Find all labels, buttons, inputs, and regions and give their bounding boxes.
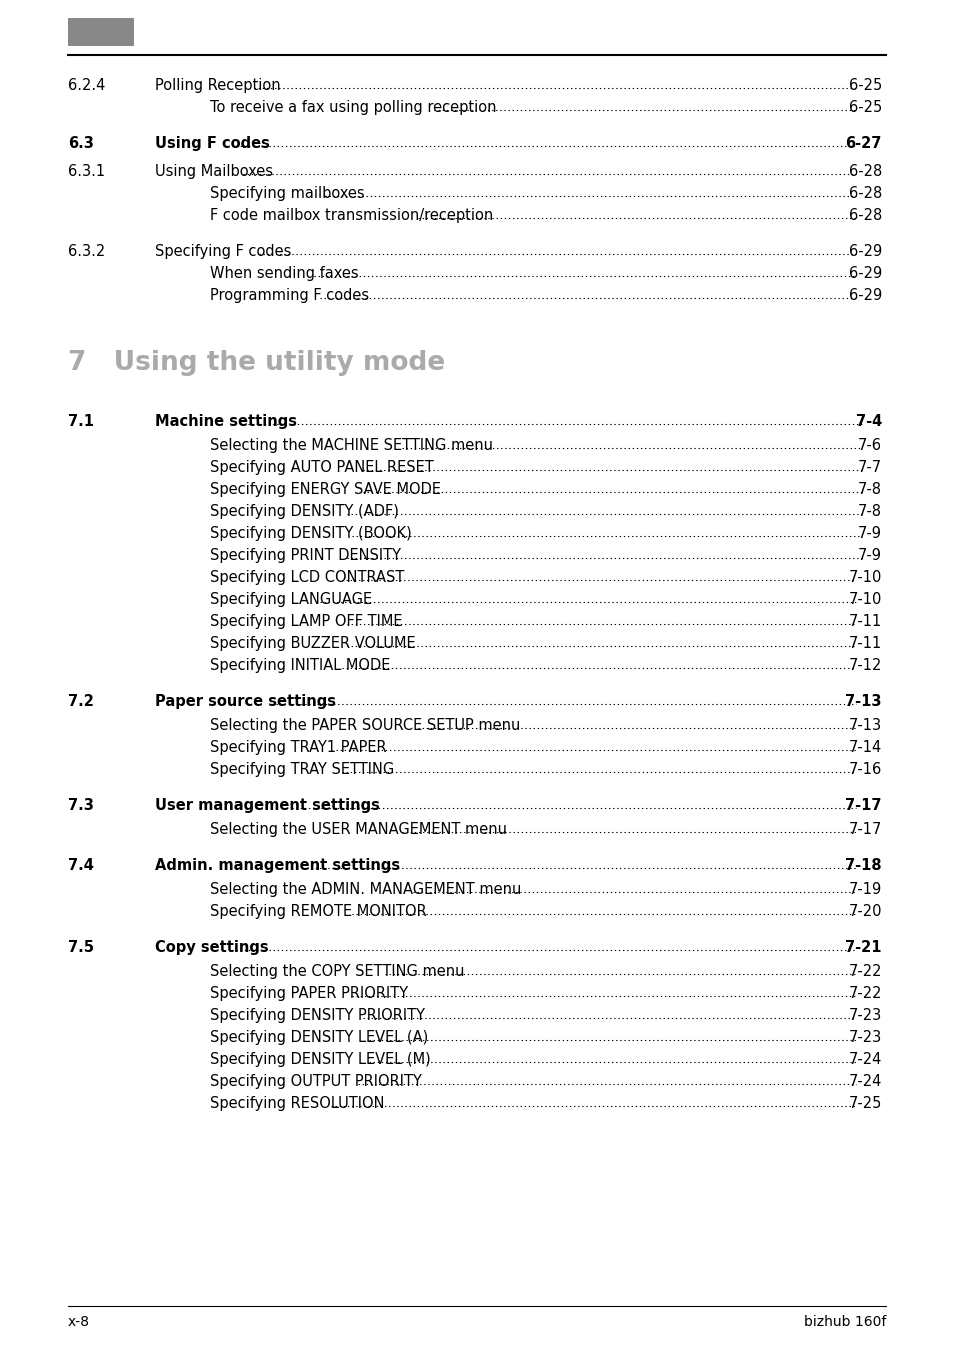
Text: Specifying DENSITY LEVEL (M): Specifying DENSITY LEVEL (M) — [210, 1052, 431, 1067]
Text: 6-28: 6-28 — [848, 164, 882, 178]
Text: Specifying LANGUAGE: Specifying LANGUAGE — [210, 592, 372, 607]
Text: 7-6: 7-6 — [857, 438, 882, 453]
Text: 7-21: 7-21 — [844, 940, 882, 955]
Text: x-8: x-8 — [68, 1315, 90, 1329]
Text: Specifying PAPER PRIORITY: Specifying PAPER PRIORITY — [210, 986, 408, 1000]
Text: Selecting the ADMIN. MANAGEMENT menu: Selecting the ADMIN. MANAGEMENT menu — [210, 882, 521, 896]
Text: 7.4: 7.4 — [68, 859, 93, 873]
Text: Specifying PRINT DENSITY: Specifying PRINT DENSITY — [210, 548, 400, 562]
Text: Selecting the COPY SETTING menu: Selecting the COPY SETTING menu — [210, 964, 464, 979]
Text: 7-20: 7-20 — [847, 904, 882, 919]
Text: 7-8: 7-8 — [857, 504, 882, 519]
Text: Selecting the MACHINE SETTING menu: Selecting the MACHINE SETTING menu — [210, 438, 493, 453]
Text: Specifying TRAY1 PAPER: Specifying TRAY1 PAPER — [210, 740, 386, 754]
Text: 7-16: 7-16 — [848, 763, 882, 777]
Text: 6-29: 6-29 — [848, 288, 882, 303]
Text: 7-8: 7-8 — [857, 483, 882, 498]
Text: Selecting the USER MANAGEMENT menu: Selecting the USER MANAGEMENT menu — [210, 822, 506, 837]
Text: Specifying TRAY SETTING: Specifying TRAY SETTING — [210, 763, 394, 777]
Text: 7-11: 7-11 — [848, 635, 882, 652]
Text: 7.5: 7.5 — [68, 940, 94, 955]
Text: 6-27: 6-27 — [844, 137, 882, 151]
Text: 7-9: 7-9 — [857, 526, 882, 541]
Text: Paper source settings: Paper source settings — [154, 694, 335, 708]
Text: 7-17: 7-17 — [848, 822, 882, 837]
Text: User management settings: User management settings — [154, 798, 379, 813]
Text: Specifying mailboxes: Specifying mailboxes — [210, 187, 364, 201]
Text: 7-19: 7-19 — [848, 882, 882, 896]
Text: 7-9: 7-9 — [857, 548, 882, 562]
Text: 7-18: 7-18 — [844, 859, 882, 873]
Text: 7-17: 7-17 — [844, 798, 882, 813]
Bar — [68, 18, 133, 46]
Text: Specifying DENSITY (ADF): Specifying DENSITY (ADF) — [210, 504, 398, 519]
Text: 7-7: 7-7 — [857, 460, 882, 475]
Text: Specifying REMOTE MONITOR: Specifying REMOTE MONITOR — [210, 904, 426, 919]
Text: 7-12: 7-12 — [848, 658, 882, 673]
Text: 7.2: 7.2 — [68, 694, 93, 708]
Text: 7-13: 7-13 — [844, 694, 882, 708]
Text: Using Mailboxes: Using Mailboxes — [154, 164, 273, 178]
Text: 6-28: 6-28 — [848, 187, 882, 201]
Text: bizhub 160f: bizhub 160f — [802, 1315, 885, 1329]
Text: Specifying INITIAL MODE: Specifying INITIAL MODE — [210, 658, 390, 673]
Text: Specifying LAMP OFF TIME: Specifying LAMP OFF TIME — [210, 614, 402, 629]
Text: Specifying DENSITY LEVEL (A): Specifying DENSITY LEVEL (A) — [210, 1030, 428, 1045]
Text: 7-22: 7-22 — [847, 986, 882, 1000]
Text: When sending faxes: When sending faxes — [210, 266, 358, 281]
Text: 7-23: 7-23 — [848, 1009, 882, 1023]
Text: 7-10: 7-10 — [848, 592, 882, 607]
Text: 7-13: 7-13 — [848, 718, 882, 733]
Text: 6-25: 6-25 — [848, 78, 882, 93]
Text: To receive a fax using polling reception: To receive a fax using polling reception — [210, 100, 496, 115]
Text: 6.3.1: 6.3.1 — [68, 164, 105, 178]
Text: 6.2.4: 6.2.4 — [68, 78, 105, 93]
Text: Specifying AUTO PANEL RESET: Specifying AUTO PANEL RESET — [210, 460, 434, 475]
Text: 7-10: 7-10 — [848, 571, 882, 585]
Text: Specifying DENSITY PRIORITY: Specifying DENSITY PRIORITY — [210, 1009, 424, 1023]
Text: Specifying RESOLUTION: Specifying RESOLUTION — [210, 1096, 384, 1111]
Text: F code mailbox transmission/reception: F code mailbox transmission/reception — [210, 208, 493, 223]
Text: Specifying DENSITY (BOOK): Specifying DENSITY (BOOK) — [210, 526, 412, 541]
Text: Specifying F codes: Specifying F codes — [154, 243, 291, 260]
Text: 6.3: 6.3 — [68, 137, 93, 151]
Text: Admin. management settings: Admin. management settings — [154, 859, 399, 873]
Text: Copy settings: Copy settings — [154, 940, 269, 955]
Text: Programming F codes: Programming F codes — [210, 288, 369, 303]
Text: 7.1: 7.1 — [68, 414, 94, 429]
Text: Specifying OUTPUT PRIORITY: Specifying OUTPUT PRIORITY — [210, 1073, 421, 1088]
Text: 7-25: 7-25 — [848, 1096, 882, 1111]
Text: 7-11: 7-11 — [848, 614, 882, 629]
Text: 6-29: 6-29 — [848, 243, 882, 260]
Text: Polling Reception: Polling Reception — [154, 78, 280, 93]
Text: 7-22: 7-22 — [847, 964, 882, 979]
Text: 7   Using the utility mode: 7 Using the utility mode — [68, 350, 445, 376]
Text: 7.3: 7.3 — [68, 798, 93, 813]
Text: Specifying LCD CONTRAST: Specifying LCD CONTRAST — [210, 571, 404, 585]
Text: 7-4: 7-4 — [855, 414, 882, 429]
Text: 6.3.2: 6.3.2 — [68, 243, 105, 260]
Text: 7-23: 7-23 — [848, 1030, 882, 1045]
Text: 6-28: 6-28 — [848, 208, 882, 223]
Text: Specifying ENERGY SAVE MODE: Specifying ENERGY SAVE MODE — [210, 483, 440, 498]
Text: 6-25: 6-25 — [848, 100, 882, 115]
Text: 7-14: 7-14 — [848, 740, 882, 754]
Text: 7-24: 7-24 — [848, 1073, 882, 1088]
Text: Selecting the PAPER SOURCE SETUP menu: Selecting the PAPER SOURCE SETUP menu — [210, 718, 519, 733]
Text: 7-24: 7-24 — [848, 1052, 882, 1067]
Text: Machine settings: Machine settings — [154, 414, 296, 429]
Text: 6-29: 6-29 — [848, 266, 882, 281]
Text: Specifying BUZZER VOLUME: Specifying BUZZER VOLUME — [210, 635, 416, 652]
Text: Using F codes: Using F codes — [154, 137, 270, 151]
